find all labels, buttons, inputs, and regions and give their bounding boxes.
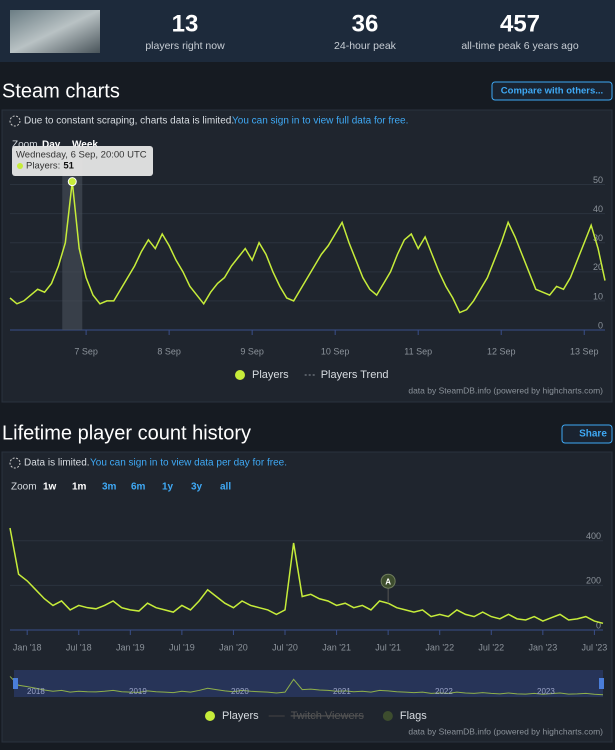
tooltip <box>12 146 153 176</box>
zoom-label: Zoom <box>12 140 38 151</box>
tooltip-marker <box>17 163 23 169</box>
navigator-handle[interactable] <box>13 678 18 689</box>
x-tick-label: Jan '19 <box>116 642 145 652</box>
compare-button[interactable] <box>491 81 613 101</box>
x-tick-label: Jul '23 <box>582 642 608 652</box>
notice-icon <box>9 457 21 469</box>
legend-marker[interactable] <box>235 370 245 380</box>
y-tick-label: 50 <box>593 175 603 185</box>
chart-panel <box>1 451 613 743</box>
data-line <box>9 181 606 314</box>
x-tick-label: 8 Sep <box>157 346 181 356</box>
zoom-button[interactable]: 3y <box>191 482 203 493</box>
legend-item[interactable]: Players Trend <box>321 369 389 381</box>
navigator-label: 2020 <box>231 687 249 696</box>
y-tick-label: 0 <box>596 620 601 630</box>
y-tick-label: 10 <box>593 291 603 301</box>
notice: Data is limited. <box>24 458 90 469</box>
notice-icon <box>9 115 21 127</box>
legend-marker <box>382 711 393 721</box>
y-tick-label: 20 <box>593 262 603 272</box>
x-tick-label: Jan '23 <box>528 642 557 652</box>
credit: data by SteamDB.info (powered by highcha… <box>408 385 603 395</box>
x-tick-label: Jul '19 <box>169 642 195 652</box>
share-button[interactable] <box>561 424 613 444</box>
y-tick-label: 30 <box>593 233 603 243</box>
y-tick-label: 0 <box>598 320 603 330</box>
navigator-label: 2019 <box>129 687 147 696</box>
legend-item[interactable]: Twitch Viewers <box>291 710 365 722</box>
game-image <box>10 10 100 53</box>
section-title: Steam charts <box>2 80 120 102</box>
zoom-button[interactable]: 1y <box>162 482 174 493</box>
x-tick-label: Jul '20 <box>272 642 298 652</box>
x-tick-label: Jan '21 <box>322 642 351 652</box>
stat-value: 457 <box>500 10 540 37</box>
x-tick-label: 9 Sep <box>240 346 264 356</box>
legend-item[interactable]: Players <box>222 710 259 722</box>
zoom-button[interactable]: 1m <box>72 482 87 493</box>
legend-marker[interactable] <box>205 711 215 721</box>
x-tick-label: 12 Sep <box>487 346 516 356</box>
navigator-label: 2022 <box>435 687 453 696</box>
zoom-button[interactable]: 1w <box>43 482 57 493</box>
hover-point <box>67 177 77 187</box>
tooltip-label: Players: <box>26 161 60 172</box>
notice-link[interactable]: You can sign in to view full data for fr… <box>232 116 408 127</box>
credit: data by SteamDB.info (powered by highcha… <box>408 726 603 736</box>
x-tick-label: Jan '20 <box>219 642 248 652</box>
y-tick-label: 400 <box>586 531 601 541</box>
x-tick-label: 11 Sep <box>404 346 432 356</box>
section-title: Lifetime player count history <box>2 422 251 444</box>
notice: Due to constant scraping, charts data is… <box>24 116 234 127</box>
navigator[interactable] <box>14 670 603 697</box>
header-bar <box>0 0 615 62</box>
zoom-button[interactable]: Day <box>42 140 61 151</box>
zoom-button[interactable]: all <box>220 482 231 493</box>
legend-item[interactable]: Players <box>252 369 289 381</box>
navigator-handle[interactable] <box>599 678 604 689</box>
navigator-line <box>9 676 604 696</box>
stat-label: players right now <box>145 40 225 52</box>
x-tick-label: Jan '22 <box>425 642 454 652</box>
flag-label: A <box>385 577 391 586</box>
y-tick-label: 200 <box>586 576 601 586</box>
x-tick-label: Jul '18 <box>66 642 92 652</box>
x-tick-label: 7 Sep <box>74 346 98 356</box>
stat-value: 13 <box>172 10 199 37</box>
stat-label: 24-hour peak <box>334 40 397 52</box>
zoom-button[interactable]: Week <box>72 140 98 151</box>
zoom-button[interactable]: 3m <box>102 482 117 493</box>
zoom-label: Zoom <box>11 482 37 493</box>
x-tick-label: Jul '22 <box>478 642 504 652</box>
navigator-label: 2021 <box>333 687 351 696</box>
x-tick-label: 10 Sep <box>321 346 350 356</box>
flag[interactable] <box>380 573 396 589</box>
notice-link[interactable]: You can sign in to view data per day for… <box>90 458 287 469</box>
navigator-label: 2018 <box>27 687 45 696</box>
x-tick-label: Jan '18 <box>13 642 42 652</box>
legend-item[interactable]: Flags <box>400 710 427 722</box>
compare-button-label[interactable]: Compare with others... <box>501 86 603 97</box>
navigator-label: 2023 <box>537 687 555 696</box>
tooltip-date: Wednesday, 6 Sep, 20:00 UTC <box>16 150 147 161</box>
stat-value: 36 <box>352 10 379 37</box>
y-tick-label: 40 <box>593 204 603 214</box>
zoom-button[interactable]: 6m <box>131 482 146 493</box>
tooltip-value: 51 <box>63 161 74 172</box>
x-tick-label: Jul '21 <box>375 642 401 652</box>
data-line <box>9 527 604 625</box>
share-button-label[interactable]: Share <box>579 429 607 440</box>
stat-label: all-time peak 6 years ago <box>461 40 578 52</box>
x-tick-label: 13 Sep <box>570 346 599 356</box>
hover-band <box>62 160 83 330</box>
